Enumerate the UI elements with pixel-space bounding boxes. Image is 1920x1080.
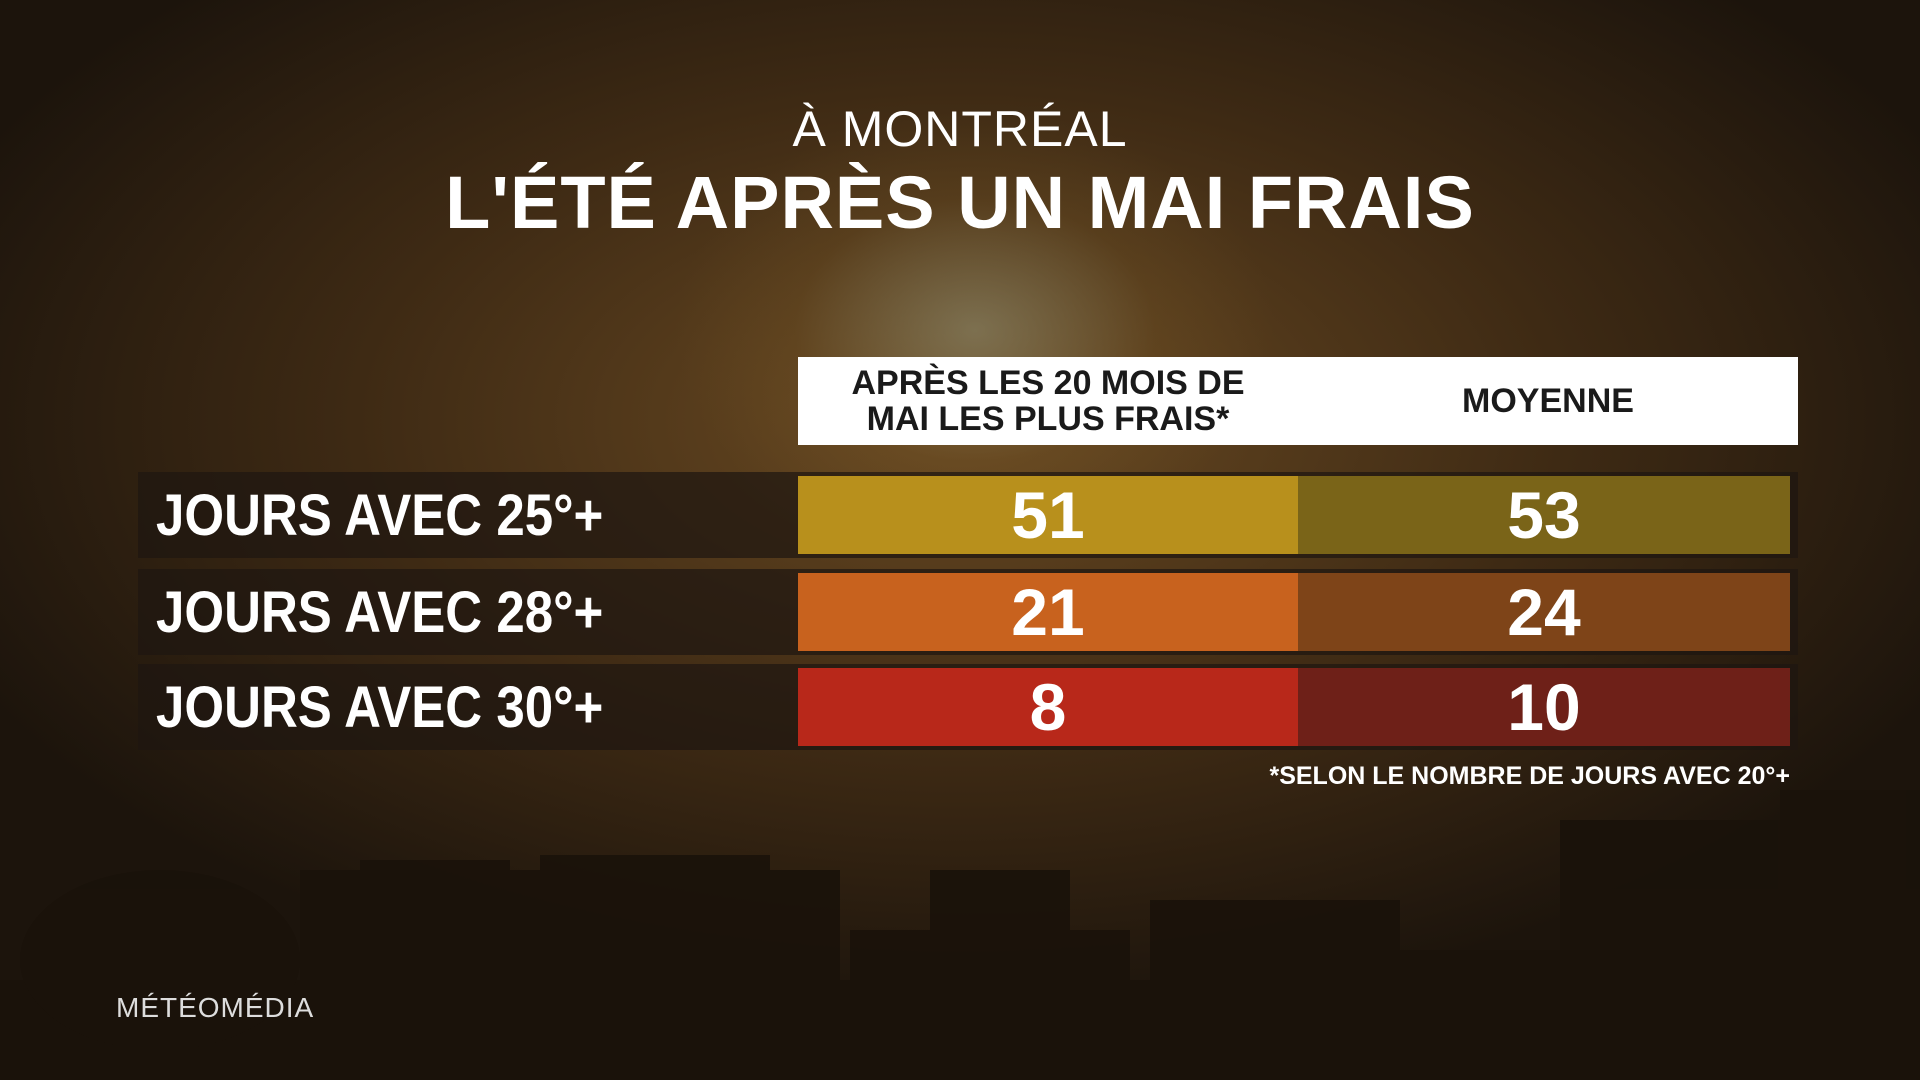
row-label: JOURS AVEC 25°+ — [156, 482, 604, 548]
footnote: *SELON LE NOMBRE DE JOURS AVEC 20°+ — [1269, 762, 1790, 790]
kicker: À MONTRÉAL — [792, 101, 1128, 157]
row-label: JOURS AVEC 28°+ — [156, 579, 604, 645]
value-cell: 21 — [798, 573, 1298, 651]
row-label: JOURS AVEC 30°+ — [156, 674, 604, 740]
title: L'ÉTÉ APRÈS UN MAI FRAIS — [445, 161, 1475, 244]
value-cell: 8 — [798, 668, 1298, 746]
value-cell: 53 — [1298, 476, 1790, 554]
column-header: MOYENNE — [1298, 357, 1798, 445]
value-cell: 51 — [798, 476, 1298, 554]
value-cell: 10 — [1298, 668, 1790, 746]
brand: MÉTÉOMÉDIA — [116, 992, 315, 1023]
column-header: APRÈS LES 20 MOIS DE MAI LES PLUS FRAIS* — [798, 357, 1298, 445]
value-cell: 24 — [1298, 573, 1790, 651]
